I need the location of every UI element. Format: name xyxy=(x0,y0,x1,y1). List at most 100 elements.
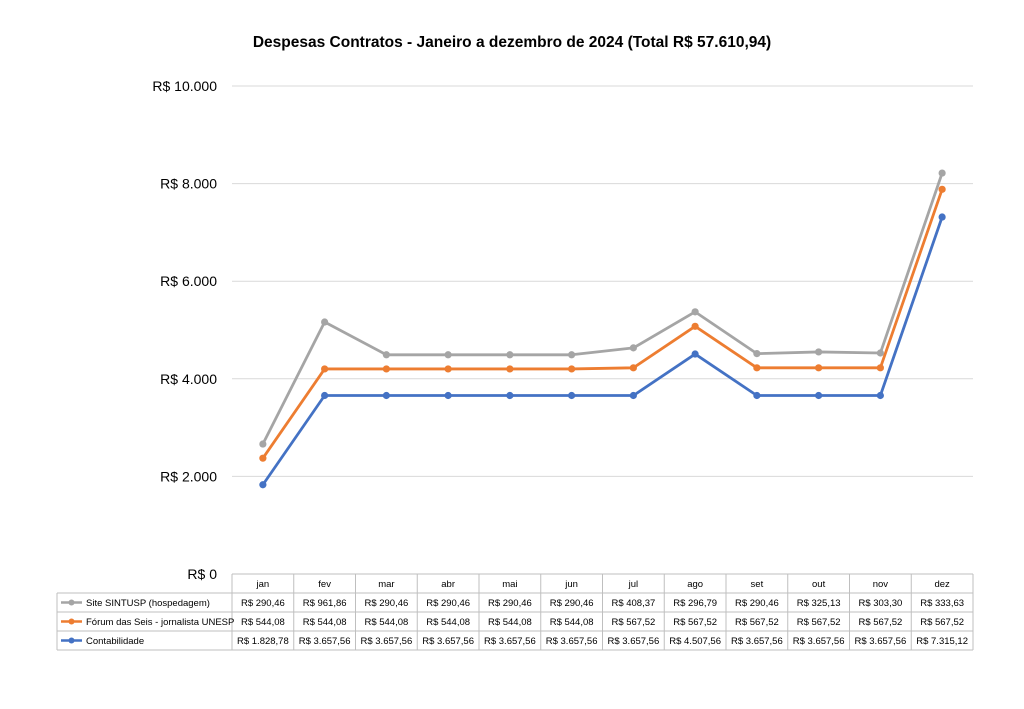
data-point xyxy=(815,364,823,372)
data-point xyxy=(568,365,576,373)
data-point xyxy=(691,308,699,316)
y-tick-label: R$ 0 xyxy=(187,566,217,582)
data-point xyxy=(753,350,761,358)
data-point xyxy=(444,391,452,400)
series-lines xyxy=(259,169,946,489)
table-cell-value: R$ 290,46 xyxy=(241,598,285,609)
data-point xyxy=(506,365,514,373)
x-category-label: fev xyxy=(318,579,331,590)
data-point xyxy=(382,391,390,400)
legend-key-marker xyxy=(68,618,75,625)
data-point xyxy=(753,391,761,400)
x-category-label: nov xyxy=(873,579,889,590)
table-cell-value: R$ 544,08 xyxy=(550,617,594,628)
legend-key-marker xyxy=(68,599,75,606)
table-cell-value: R$ 325,13 xyxy=(797,598,841,609)
data-point xyxy=(876,349,884,357)
table-cell-value: R$ 567,52 xyxy=(673,617,717,628)
table-cell-value: R$ 290,46 xyxy=(735,598,779,609)
y-axis-ticks: R$ 0 R$ 2.000 R$ 4.000 R$ 6.000 R$ 8.000 R$ 1… xyxy=(152,78,217,582)
x-category-label: abr xyxy=(441,579,455,590)
data-point xyxy=(876,364,884,372)
table-cell-value: R$ 303,30 xyxy=(858,598,902,609)
legend-series-label: Fórum das Seis - jornalista UNESP xyxy=(86,617,234,628)
data-point xyxy=(506,391,514,400)
y-tick-label: R$ 8.000 xyxy=(160,176,217,192)
table-cell-value: R$ 3.657,56 xyxy=(607,636,659,647)
table-cell-value: R$ 961,86 xyxy=(303,598,347,609)
table-cell-value: R$ 3.657,56 xyxy=(484,636,536,647)
legend-series-label: Contabilidade xyxy=(86,636,144,647)
x-category-label: jun xyxy=(564,579,578,590)
data-point xyxy=(691,322,699,330)
table-cell-value: R$ 290,46 xyxy=(550,598,594,609)
table-cell-value: R$ 290,46 xyxy=(426,598,470,609)
data-point xyxy=(321,318,329,326)
table-cell-value: R$ 7.315,12 xyxy=(916,636,968,647)
series-line xyxy=(261,172,944,445)
data-point xyxy=(506,351,514,359)
table-cell-value: R$ 290,46 xyxy=(364,598,408,609)
table-cell-value: R$ 544,08 xyxy=(241,617,285,628)
data-point xyxy=(629,364,637,372)
data-point xyxy=(321,365,329,373)
chart-title: Despesas Contratos - Janeiro a dezembro … xyxy=(252,34,772,51)
table-cell-value: R$ 3.657,56 xyxy=(422,636,474,647)
y-tick-label: R$ 6.000 xyxy=(160,273,217,289)
table-cell-value: R$ 1.828,78 xyxy=(237,636,289,647)
x-category-label: set xyxy=(751,579,764,590)
legend-key-marker xyxy=(68,637,75,644)
table-cell-value: R$ 290,46 xyxy=(488,598,532,609)
table-cell-value: R$ 567,52 xyxy=(735,617,779,628)
data-point xyxy=(629,344,637,352)
data-point xyxy=(876,391,884,400)
table-cell-value: R$ 3.657,56 xyxy=(731,636,783,647)
data-table: jan fev mar abr mai jun jul ago set out nov dez Site… xyxy=(56,573,974,651)
table-cell-value: R$ 567,52 xyxy=(797,617,841,628)
table-cell-value: R$ 408,37 xyxy=(611,598,655,609)
table-cell-value: R$ 3.657,56 xyxy=(360,636,412,647)
table-cell-value: R$ 567,52 xyxy=(920,617,964,628)
table-cell-value: R$ 544,08 xyxy=(426,617,470,628)
table-cell-value: R$ 3.657,56 xyxy=(299,636,351,647)
data-point xyxy=(753,364,761,372)
x-category-label: mai xyxy=(502,579,517,590)
data-point xyxy=(938,169,946,177)
series-line xyxy=(261,216,944,486)
table-cell-value: R$ 4.507,56 xyxy=(669,636,721,647)
gridlines xyxy=(232,85,973,477)
data-point xyxy=(444,351,452,359)
data-point xyxy=(938,185,946,193)
data-point xyxy=(568,391,576,400)
y-tick-label: R$ 2.000 xyxy=(160,468,217,484)
x-category-label: dez xyxy=(934,579,950,590)
x-category-label: jan xyxy=(256,579,270,590)
table-cell-value: R$ 567,52 xyxy=(858,617,902,628)
table-cell-value: R$ 3.657,56 xyxy=(546,636,598,647)
data-point xyxy=(568,351,576,359)
table-cell-value: R$ 544,08 xyxy=(488,617,532,628)
x-category-label: mar xyxy=(378,579,394,590)
data-point xyxy=(382,365,390,373)
data-point xyxy=(815,348,823,356)
data-point xyxy=(321,391,329,400)
data-point xyxy=(259,454,267,462)
table-cell-value: R$ 3.657,56 xyxy=(793,636,845,647)
data-point xyxy=(815,391,823,400)
data-point xyxy=(629,391,637,400)
data-point xyxy=(259,481,267,489)
table-cell-value: R$ 544,08 xyxy=(303,617,347,628)
table-cell-value: R$ 544,08 xyxy=(364,617,408,628)
y-tick-label: R$ 4.000 xyxy=(160,371,217,387)
x-category-label: jul xyxy=(628,579,639,590)
series-line xyxy=(261,188,944,459)
data-point xyxy=(938,213,946,221)
table-cell-value: R$ 567,52 xyxy=(611,617,655,628)
data-point xyxy=(444,365,452,373)
data-point xyxy=(382,351,390,359)
legend-series-label: Site SINTUSP (hospedagem) xyxy=(86,598,210,609)
table-cell-value: R$ 333,63 xyxy=(920,598,964,609)
table-cell-value: R$ 296,79 xyxy=(673,598,717,609)
data-point xyxy=(691,350,699,358)
